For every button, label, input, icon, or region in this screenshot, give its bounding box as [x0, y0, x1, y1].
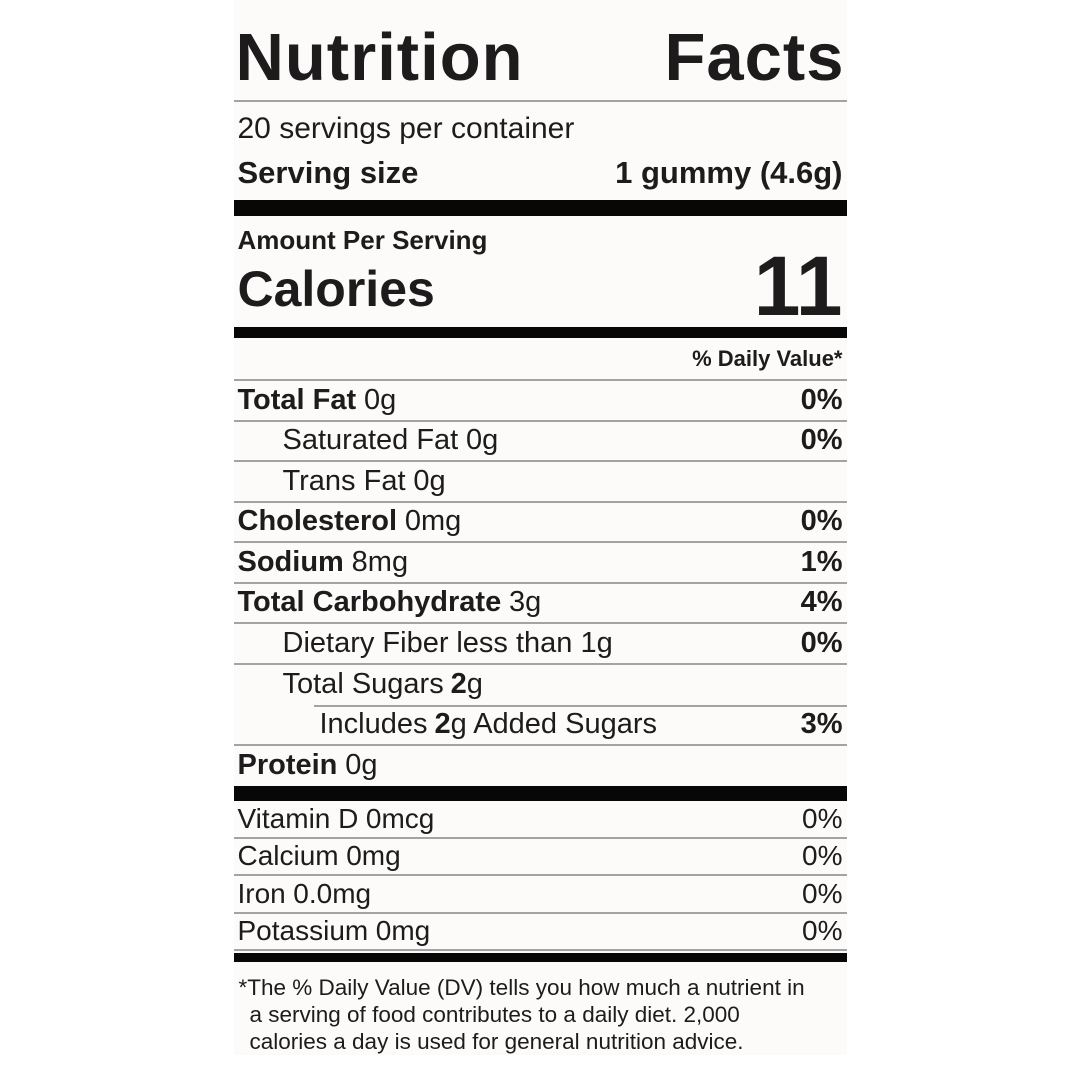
nutrient-row-protein: Protein 0g — [234, 746, 847, 787]
nutrient-dv: 3% — [800, 707, 843, 740]
nutrient-amount: less than 1g — [456, 626, 613, 659]
nutrient-name: Saturated Fat — [282, 424, 459, 457]
nutrient-dv: 1% — [800, 545, 843, 578]
nutrient-dv: 0% — [800, 383, 843, 416]
footnote-asterisk: * — [238, 975, 248, 1000]
divider-bar-below-protein — [233, 786, 847, 801]
divider-bar-thick-top — [233, 200, 847, 216]
amount-per-serving-heading: Amount Per Serving — [237, 225, 488, 255]
nutrient-amount-number: 2 — [450, 668, 467, 701]
servings-per-container: 20 servings per container — [237, 112, 575, 145]
nutrient-name: Total Fat — [237, 383, 357, 416]
micronutrient-row-calcium: Calcium 0mg 0% — [233, 839, 847, 876]
micronutrient-amount: 0.0mg — [293, 877, 372, 909]
serving-size-row: Serving size 1 gummy (4.6g) — [234, 146, 847, 200]
micronutrient-amount: 0mg — [346, 840, 401, 872]
nutrient-name: Protein — [237, 749, 338, 782]
nutrient-dv: 0% — [800, 505, 843, 538]
nutrient-name: Trans Fat — [282, 464, 406, 497]
micronutrient-row-iron: Iron 0.0mg 0% — [233, 876, 847, 914]
micronutrient-dv: 0% — [802, 840, 843, 872]
nutrient-row-total-carbohydrate: Total Carbohydrate 3g 4% — [233, 584, 847, 624]
daily-value-header: % Daily Value* — [233, 338, 847, 381]
nutrient-name: Dietary Fiber — [282, 626, 449, 659]
nutrient-amount-unit: g — [466, 668, 483, 701]
nutrient-row-trans-fat: Trans Fat 0g — [233, 462, 847, 503]
micronutrient-amount: 0mg — [375, 915, 431, 947]
micronutrient-row-potassium: Potassium 0mg 0% — [233, 914, 847, 951]
calories-label: Calories — [237, 261, 435, 317]
micronutrient-name: Calcium — [237, 840, 339, 872]
micronutrient-dv: 0% — [802, 877, 843, 909]
label-title: Nutrition Facts — [233, 20, 847, 102]
micronutrient-name: Potassium — [237, 915, 369, 947]
nutrient-dv: 0% — [800, 424, 843, 457]
nutrient-dv: 0% — [800, 626, 843, 659]
micronutrient-name: Vitamin D — [237, 802, 359, 834]
nutrient-row-sodium: Sodium 8mg 1% — [233, 543, 847, 584]
label-title-word-1: Nutrition — [235, 20, 524, 95]
nutrient-amount: 8mg — [351, 545, 409, 578]
nutrient-row-dietary-fiber: Dietary Fiber less than 1g 0% — [233, 624, 847, 665]
nutrient-name: Sodium — [237, 545, 344, 578]
nutrient-amount: 0g — [364, 383, 397, 416]
divider-bar-below-calories — [233, 327, 847, 338]
calories-row: Calories 11 — [234, 239, 847, 333]
nutrient-amount: 0g — [466, 424, 499, 457]
micronutrient-dv: 0% — [802, 802, 843, 834]
nutrient-amount: 0mg — [404, 505, 462, 538]
nutrient-dv: 4% — [800, 586, 843, 619]
divider-bar-bottom — [233, 953, 847, 962]
nutrient-row-total-sugars: Total Sugars 2g — [234, 665, 847, 706]
nutrient-amount: 0g — [413, 464, 446, 497]
nutrient-row-cholesterol: Cholesterol 0mg 0% — [233, 503, 847, 543]
footnote-text: The % Daily Value (DV) tells you how muc… — [247, 975, 805, 1054]
nutrient-row-added-sugars: Includes 2g Added Sugars 3% — [233, 705, 847, 746]
daily-value-footnote: *The % Daily Value (DV) tells you how mu… — [234, 962, 822, 1055]
calories-value: 11 — [753, 239, 843, 333]
nutrient-name: Includes — [319, 707, 428, 740]
nutrient-amount: 3g — [509, 586, 542, 619]
micronutrient-row-vitamin-d: Vitamin D 0mcg 0% — [233, 801, 847, 839]
micronutrient-dv: 0% — [802, 915, 843, 947]
nutrient-name: Cholesterol — [237, 505, 398, 538]
nutrient-amount-number: 2 — [434, 707, 451, 740]
serving-size-label: Serving size — [237, 155, 419, 190]
nutrient-row-saturated-fat: Saturated Fat 0g 0% — [233, 422, 847, 462]
nutrient-name: Total Sugars — [282, 668, 444, 701]
nutrient-name: Total Carbohydrate — [237, 586, 502, 619]
nutrient-row-total-fat: Total Fat 0g 0% — [233, 381, 847, 422]
serving-size-value: 1 gummy (4.6g) — [615, 155, 843, 190]
label-title-word-2: Facts — [664, 20, 845, 95]
micronutrient-amount: 0mcg — [365, 802, 435, 834]
micronutrient-name: Iron — [237, 877, 286, 909]
nutrition-facts-label: Nutrition Facts 20 servings per containe… — [233, 0, 847, 1055]
nutrient-amount-suffix: g Added Sugars — [450, 707, 657, 740]
nutrient-amount: 0g — [345, 749, 378, 782]
